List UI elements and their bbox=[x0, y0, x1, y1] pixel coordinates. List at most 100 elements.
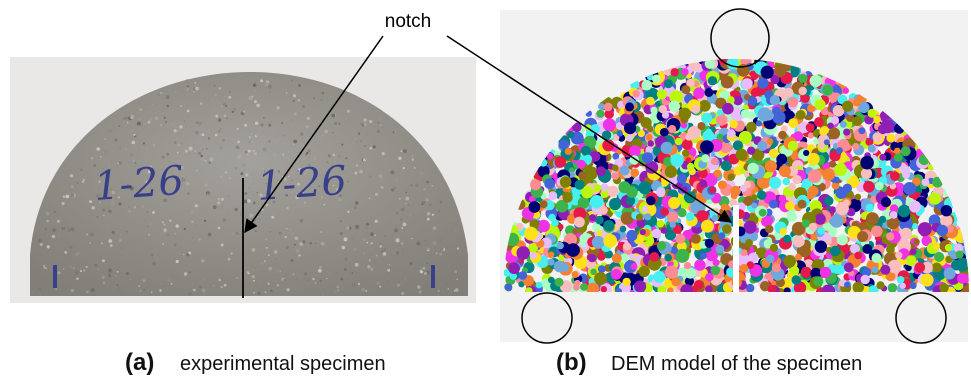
particle bbox=[626, 135, 633, 142]
grain bbox=[233, 108, 236, 111]
grain bbox=[228, 96, 231, 99]
grain bbox=[379, 245, 382, 248]
grain bbox=[293, 143, 294, 144]
grain bbox=[164, 117, 166, 119]
particle bbox=[596, 166, 606, 176]
grain bbox=[364, 118, 367, 121]
grain bbox=[47, 220, 49, 222]
grain bbox=[411, 155, 414, 158]
grain bbox=[171, 123, 173, 125]
grain bbox=[347, 180, 350, 183]
particle bbox=[910, 249, 916, 255]
grain bbox=[114, 270, 117, 273]
grain bbox=[218, 252, 220, 254]
grain bbox=[224, 115, 226, 117]
grain bbox=[366, 242, 368, 244]
particle bbox=[861, 168, 872, 179]
grain bbox=[52, 235, 55, 238]
particle bbox=[596, 110, 604, 118]
particle bbox=[647, 126, 653, 132]
grain bbox=[126, 272, 129, 275]
panel-label: (a) bbox=[125, 349, 154, 376]
grain bbox=[241, 172, 244, 175]
grain bbox=[204, 220, 206, 222]
grain bbox=[195, 131, 199, 135]
particle bbox=[653, 271, 665, 283]
particle bbox=[834, 163, 847, 176]
grain bbox=[422, 267, 425, 270]
grain bbox=[370, 268, 373, 271]
grain bbox=[44, 267, 46, 269]
grain bbox=[298, 254, 300, 256]
particle bbox=[603, 234, 617, 248]
particle bbox=[779, 165, 791, 177]
particle bbox=[638, 181, 651, 194]
particle bbox=[624, 122, 636, 134]
grain bbox=[97, 269, 98, 270]
grain bbox=[391, 188, 394, 191]
particle bbox=[574, 217, 585, 228]
grain bbox=[187, 110, 190, 113]
grain bbox=[360, 140, 362, 142]
grain bbox=[201, 260, 204, 263]
particle bbox=[670, 222, 676, 228]
particle bbox=[665, 266, 678, 279]
grain bbox=[365, 290, 367, 292]
grain bbox=[209, 162, 211, 164]
grain bbox=[174, 244, 175, 245]
grain bbox=[318, 269, 322, 273]
grain bbox=[400, 218, 403, 221]
grain bbox=[268, 85, 272, 89]
grain bbox=[196, 170, 198, 172]
grain bbox=[324, 130, 328, 134]
particle bbox=[722, 224, 732, 234]
grain bbox=[315, 282, 316, 283]
grain bbox=[277, 106, 280, 109]
grain bbox=[382, 152, 385, 155]
grain bbox=[364, 226, 367, 229]
grain bbox=[199, 286, 202, 289]
grain bbox=[183, 254, 184, 255]
grain bbox=[265, 238, 267, 240]
grain bbox=[191, 135, 192, 136]
particle bbox=[745, 239, 753, 247]
particle bbox=[727, 57, 739, 69]
grain bbox=[180, 262, 183, 265]
grain bbox=[346, 226, 350, 230]
particle bbox=[824, 139, 830, 145]
grain bbox=[208, 233, 212, 237]
grain bbox=[260, 282, 261, 283]
grain bbox=[220, 128, 222, 130]
grain bbox=[227, 210, 231, 214]
grain bbox=[245, 173, 248, 176]
grain bbox=[369, 198, 371, 200]
particle bbox=[607, 186, 618, 197]
grain bbox=[194, 153, 196, 155]
grain bbox=[236, 145, 240, 149]
particle bbox=[634, 280, 646, 292]
particle bbox=[939, 283, 949, 293]
particle bbox=[694, 259, 705, 270]
grain bbox=[398, 282, 400, 284]
grain bbox=[174, 250, 175, 251]
particle bbox=[620, 166, 630, 176]
particle bbox=[903, 182, 916, 195]
grain bbox=[91, 157, 94, 160]
grain bbox=[412, 158, 415, 161]
particle bbox=[705, 273, 714, 282]
particle bbox=[580, 283, 588, 291]
particle bbox=[664, 79, 673, 88]
grain bbox=[295, 237, 299, 241]
grain bbox=[417, 242, 421, 246]
grain bbox=[236, 277, 237, 278]
particle bbox=[957, 273, 968, 284]
specimen-mark: 1-26 bbox=[255, 158, 348, 210]
grain bbox=[146, 147, 148, 149]
particle bbox=[901, 165, 910, 174]
grain bbox=[77, 182, 79, 184]
grain bbox=[263, 117, 265, 119]
particle bbox=[670, 154, 683, 167]
grain bbox=[177, 152, 179, 154]
grain bbox=[194, 225, 197, 228]
grain bbox=[355, 225, 359, 229]
